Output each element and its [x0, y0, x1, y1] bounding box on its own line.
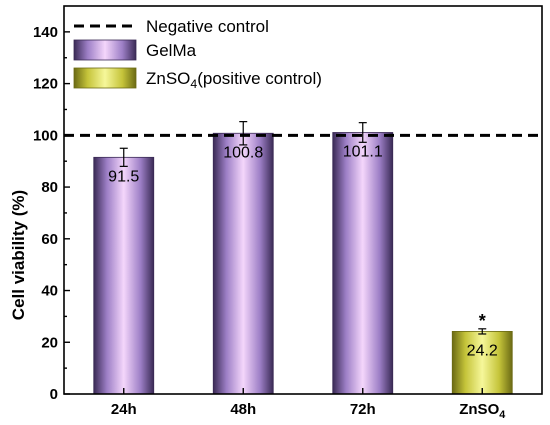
- bar-24h: [93, 156, 155, 395]
- y-tick-label: 0: [50, 386, 58, 403]
- y-tick-label: 20: [41, 334, 58, 351]
- y-tick-label: 140: [33, 24, 58, 41]
- axes: 0 20 40 60 80 100 120 140 24h 48h 72h ZnSO4: [33, 5, 543, 421]
- legend-swatch-bar: [73, 67, 137, 89]
- chart-marks: 91.5 100.8 101.1 24.2 *: [93, 121, 513, 395]
- y-tick-label: 60: [41, 231, 58, 248]
- x-tick-label: 72h: [350, 401, 376, 418]
- y-axis-label: Cell viability (%): [9, 190, 28, 320]
- legend-entry-2: ZnSO4(positive control): [73, 67, 322, 91]
- x-tick-label: ZnSO4: [459, 401, 505, 421]
- y-tick-label: 40: [41, 283, 58, 300]
- significance-marker: *: [479, 311, 486, 331]
- y-tick-label: 80: [41, 179, 58, 196]
- plot-frame: [63, 5, 543, 395]
- y-tick-label: 100: [33, 127, 58, 144]
- legend-entry-1: GelMa: [73, 39, 197, 61]
- error-bar-48h: [239, 121, 248, 146]
- legend-entry-0: Negative control: [74, 17, 269, 36]
- bar-ZnSO4: [451, 331, 513, 395]
- data-label-24h: 91.5: [108, 168, 139, 185]
- legend-label: ZnSO4(positive control): [146, 69, 322, 91]
- x-tick-label: 48h: [230, 401, 256, 418]
- data-label-48h: 100.8: [223, 144, 263, 161]
- y-axis-title: Cell viability (%): [9, 190, 28, 320]
- legend-label: GelMa: [146, 41, 197, 60]
- legend-swatch-bar: [73, 39, 137, 61]
- legend: Negative control GelMa ZnSO4(positive cont…: [73, 17, 322, 91]
- bar-72h: [332, 132, 394, 395]
- data-label-72h: 101.1: [343, 143, 383, 160]
- data-label-ZnSO4: 24.2: [467, 342, 498, 359]
- error-bar-72h: [358, 122, 367, 143]
- error-bar-24h: [119, 147, 128, 167]
- x-tick-label: 24h: [111, 401, 137, 418]
- error-bar-ZnSO4: [478, 328, 487, 335]
- legend-label: Negative control: [146, 17, 269, 36]
- bar-48h: [212, 132, 274, 395]
- y-tick-label: 120: [33, 76, 58, 93]
